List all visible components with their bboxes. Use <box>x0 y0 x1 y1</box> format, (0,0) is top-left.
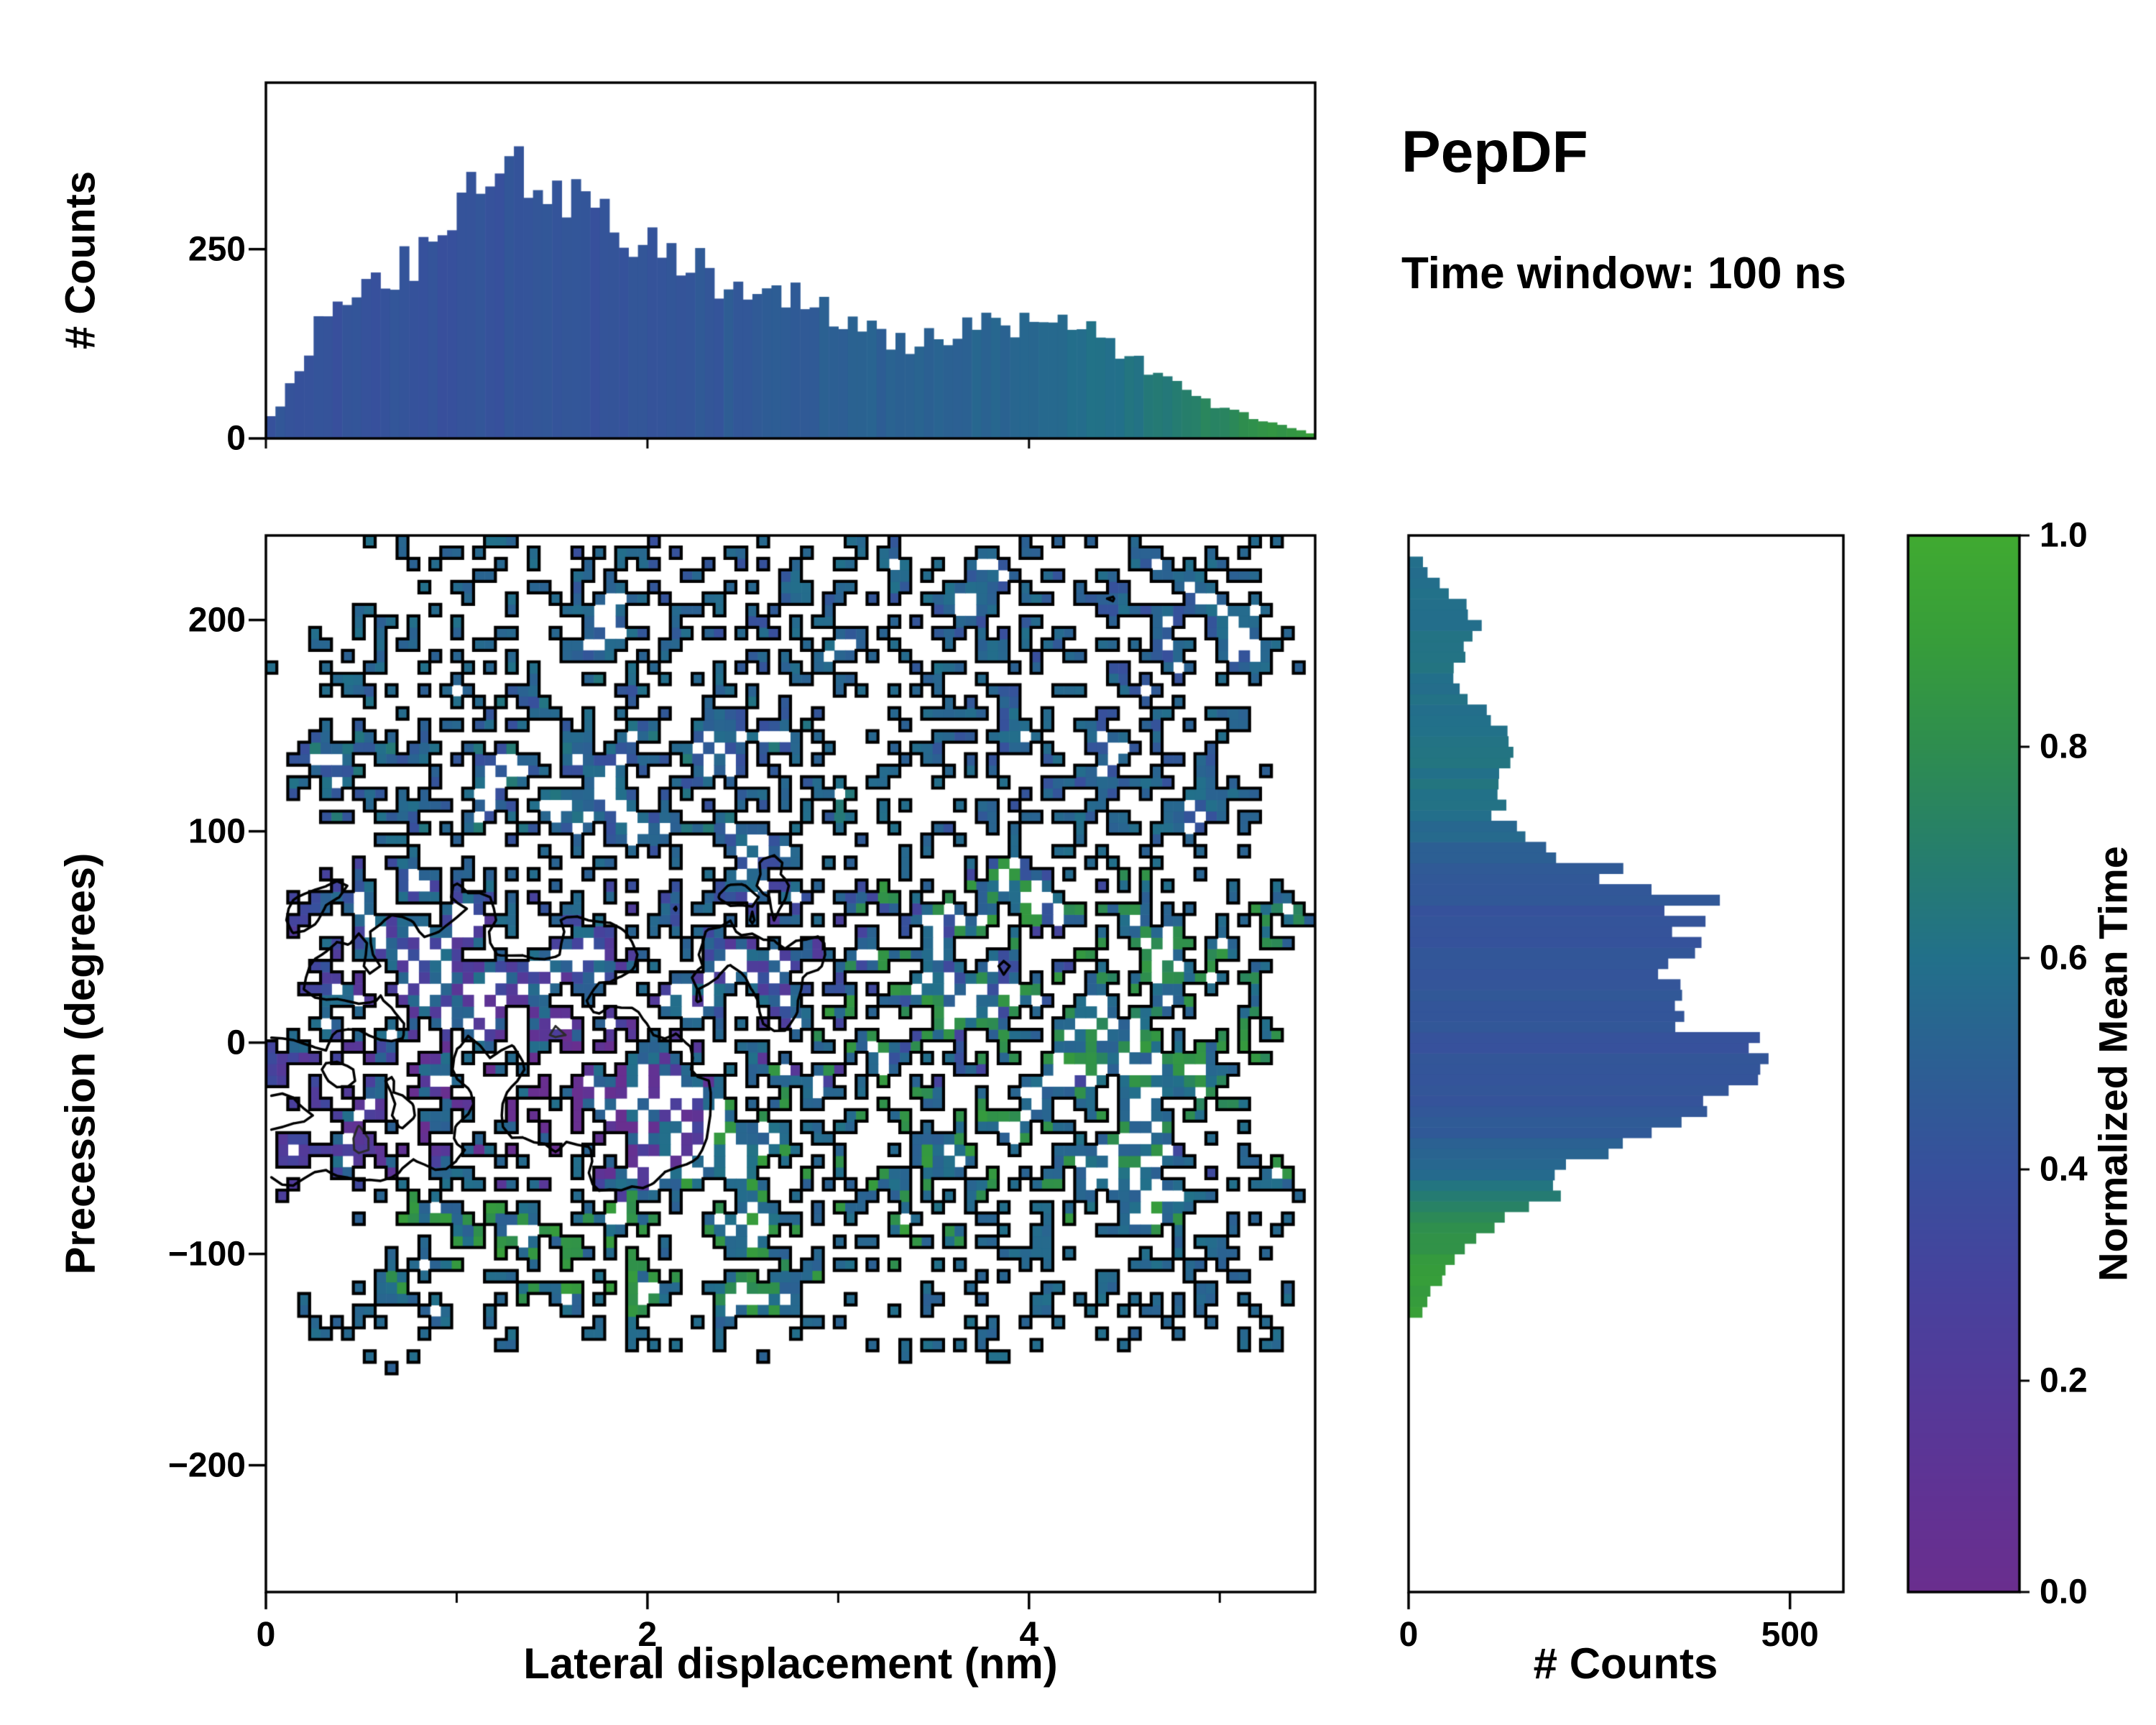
colorbar-canvas <box>1908 535 2019 1592</box>
colorbar-tick-label: 1.0 <box>2040 516 2088 555</box>
colorbar-tick-label: 0.4 <box>2040 1150 2088 1189</box>
main-x-tick-label: 2 <box>637 1616 658 1654</box>
right-hist-x-tick-label: 0 <box>1399 1616 1419 1654</box>
heatmap-ylabel: Precession (degrees) <box>57 852 104 1275</box>
main-y-tick-label: 200 <box>188 601 246 640</box>
heatmap-canvas <box>266 535 1315 1592</box>
colorbar-tick-label: 0.8 <box>2040 727 2088 766</box>
top-hist-y-tick-label: 0 <box>226 419 246 458</box>
colorbar-tick-label: 0.2 <box>2040 1361 2088 1400</box>
main-y-tick-label: 100 <box>188 812 246 851</box>
top-histogram-ylabel: # Counts <box>57 170 104 350</box>
main-y-tick-label: −100 <box>167 1235 246 1274</box>
heatmap-xlabel: Lateral displacement (nm) <box>523 1639 1058 1688</box>
top-hist-y-tick-label: 250 <box>188 230 246 269</box>
right-histogram-xlabel: # Counts <box>1533 1639 1718 1688</box>
plot-title: PepDF <box>1401 119 1588 185</box>
colorbar-tick-label: 0.0 <box>2040 1573 2088 1611</box>
plot-subtitle: Time window: 100 ns <box>1401 249 1847 298</box>
colorbar-label: Normalized Mean Time <box>2090 846 2136 1282</box>
main-y-tick-label: −200 <box>167 1446 246 1485</box>
top-histogram-canvas <box>266 83 1315 438</box>
main-x-tick-label: 4 <box>1019 1616 1039 1654</box>
main-y-tick-label: 0 <box>226 1024 246 1062</box>
right-hist-x-tick-label: 500 <box>1761 1616 1819 1654</box>
main-x-tick-label: 0 <box>256 1616 276 1654</box>
colorbar-tick-label: 0.6 <box>2040 939 2088 978</box>
right-histogram-canvas <box>1409 535 1843 1592</box>
